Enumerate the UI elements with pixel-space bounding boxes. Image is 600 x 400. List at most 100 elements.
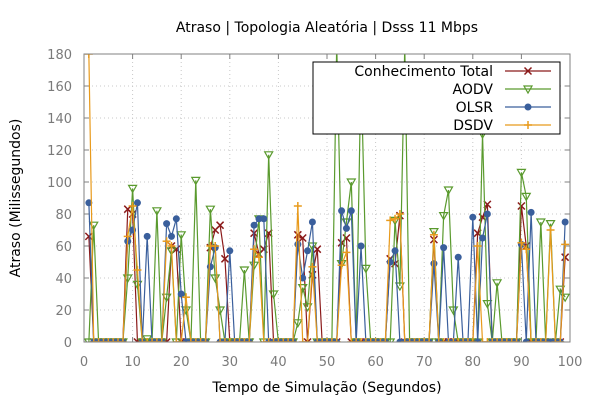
data-point bbox=[443, 186, 454, 196]
data-point bbox=[318, 338, 327, 342]
data-point bbox=[429, 230, 438, 239]
data-point bbox=[84, 338, 94, 342]
data-point bbox=[239, 266, 250, 276]
data-point bbox=[274, 338, 283, 342]
data-point bbox=[143, 338, 152, 342]
y-tick-label: 80 bbox=[55, 208, 72, 223]
data-point bbox=[327, 338, 336, 342]
data-point bbox=[536, 338, 545, 342]
y-axis-title: Atraso (Milissegundos) bbox=[8, 119, 24, 278]
data-point bbox=[138, 338, 147, 342]
y-tick-label: 120 bbox=[47, 144, 72, 159]
data-point bbox=[298, 338, 307, 342]
legend-label: OLSR bbox=[456, 100, 494, 116]
series-group bbox=[84, 41, 570, 342]
data-point bbox=[473, 242, 482, 250]
data-point bbox=[303, 337, 312, 342]
data-point bbox=[133, 266, 142, 274]
data-point bbox=[381, 338, 390, 342]
axis-ticks: 0 20 40 60 80 100 120 140 160 180 0 10 20 30 40 50 60 70 8… bbox=[47, 48, 582, 370]
data-point bbox=[556, 338, 565, 342]
data-point bbox=[527, 338, 536, 342]
data-point bbox=[386, 258, 394, 266]
data-point bbox=[357, 242, 365, 250]
x-axis-title: Tempo de Simulação (Segundos) bbox=[211, 380, 441, 396]
data-point bbox=[162, 237, 171, 246]
data-point bbox=[482, 300, 493, 309]
data-point bbox=[226, 247, 234, 255]
data-point bbox=[449, 338, 458, 342]
data-point bbox=[527, 208, 535, 216]
data-point bbox=[545, 220, 556, 229]
data-point bbox=[161, 293, 172, 303]
data-point bbox=[512, 338, 521, 342]
x-tick-label: 30 bbox=[222, 355, 239, 370]
data-point bbox=[479, 234, 487, 242]
data-point bbox=[313, 338, 322, 342]
data-point bbox=[497, 338, 506, 342]
data-point bbox=[493, 338, 502, 342]
data-point bbox=[172, 338, 181, 342]
x-tick-label: 100 bbox=[558, 355, 583, 370]
data-point bbox=[143, 232, 151, 240]
legend: Conhecimento Total AODV OLSR DSDV bbox=[312, 61, 561, 135]
data-point bbox=[391, 214, 400, 223]
data-point bbox=[561, 218, 569, 226]
data-point bbox=[541, 338, 550, 342]
data-point bbox=[478, 338, 487, 342]
data-point bbox=[468, 338, 477, 342]
data-point bbox=[386, 216, 395, 225]
data-point bbox=[371, 338, 380, 342]
data-point bbox=[260, 215, 268, 223]
data-point bbox=[191, 338, 200, 342]
data-point bbox=[400, 338, 409, 342]
data-point bbox=[415, 338, 424, 342]
data-point bbox=[263, 151, 274, 161]
y-tick-label: 100 bbox=[47, 176, 72, 191]
data-point bbox=[352, 338, 361, 342]
x-tick-label: 0 bbox=[80, 355, 88, 370]
data-point bbox=[459, 338, 468, 342]
plot-frame bbox=[83, 53, 571, 343]
data-point bbox=[463, 338, 472, 342]
data-point bbox=[104, 338, 113, 342]
data-point bbox=[395, 210, 404, 218]
data-point bbox=[444, 338, 453, 342]
y-tick-label: 0 bbox=[64, 336, 72, 351]
data-point bbox=[522, 245, 531, 254]
x-tick-label: 50 bbox=[319, 355, 336, 370]
data-point bbox=[220, 338, 229, 342]
data-point bbox=[268, 290, 279, 300]
data-point bbox=[394, 282, 405, 292]
data-point bbox=[250, 221, 258, 229]
data-point bbox=[118, 338, 127, 342]
data-point bbox=[401, 43, 409, 50]
data-point bbox=[216, 221, 225, 230]
data-point bbox=[516, 168, 527, 178]
data-point bbox=[333, 41, 341, 48]
series-line bbox=[88, 54, 566, 342]
y-tick-label: 20 bbox=[55, 304, 72, 319]
data-point bbox=[254, 253, 263, 262]
data-point bbox=[507, 338, 516, 342]
x-tick-label: 10 bbox=[124, 355, 141, 370]
data-point bbox=[176, 231, 187, 241]
data-point bbox=[454, 253, 462, 261]
data-point bbox=[313, 245, 322, 254]
data-point bbox=[293, 202, 302, 210]
legend-marker bbox=[523, 66, 533, 76]
y-tick-label: 160 bbox=[47, 80, 72, 95]
data-point bbox=[132, 280, 143, 290]
data-point bbox=[148, 338, 157, 342]
data-point bbox=[428, 228, 439, 237]
chart-title: Atraso | Topologia Aleatória | Dsss 11 M… bbox=[176, 20, 478, 36]
data-point bbox=[292, 319, 303, 329]
series-dsdv bbox=[84, 54, 570, 342]
data-point bbox=[298, 233, 307, 243]
data-point bbox=[177, 338, 186, 342]
data-point bbox=[502, 338, 511, 342]
data-point bbox=[255, 215, 263, 223]
data-point bbox=[551, 338, 560, 342]
data-point bbox=[94, 338, 103, 342]
